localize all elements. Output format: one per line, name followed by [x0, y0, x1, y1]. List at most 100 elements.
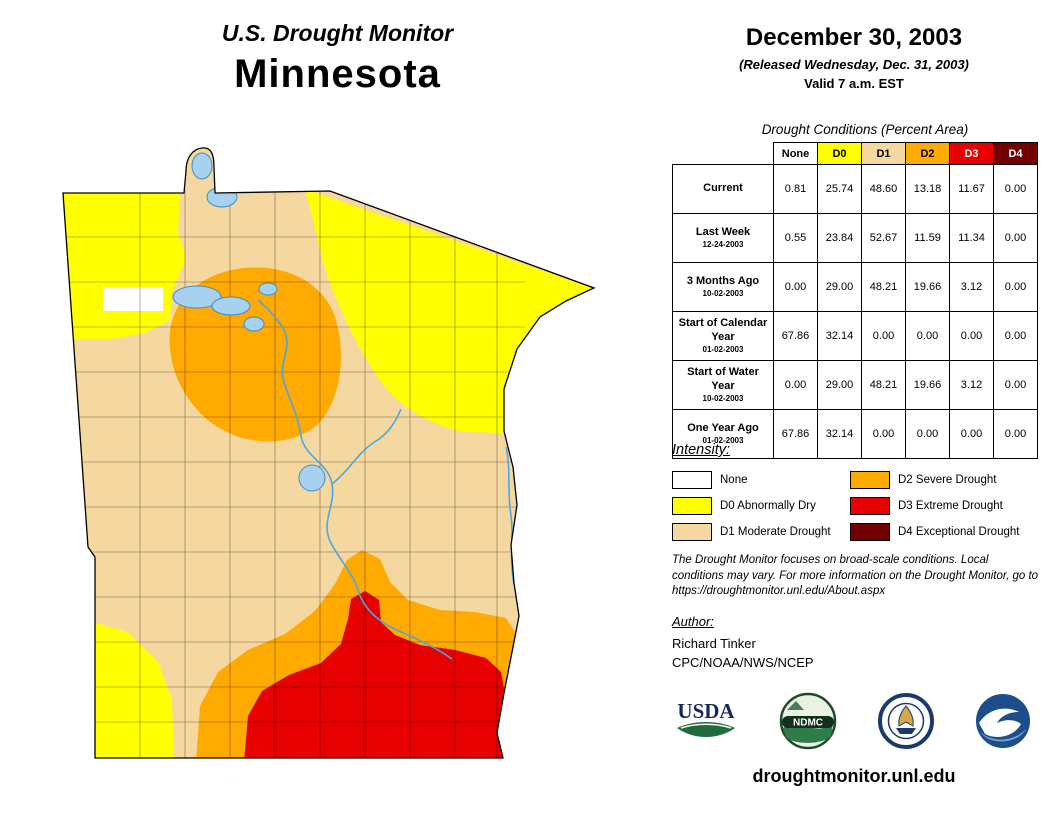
- lower-red-lake: [211, 296, 251, 316]
- row-label-text: 3 Months Ago: [686, 274, 760, 287]
- cell-value: 0.00: [905, 311, 950, 361]
- cell-value: 3.12: [949, 262, 994, 312]
- author-block: Author: Richard Tinker CPC/NOAA/NWS/NCEP: [672, 614, 814, 670]
- cell-value: 0.00: [773, 360, 818, 410]
- cell-value: 0.00: [949, 409, 994, 459]
- legend-label: D2 Severe Drought: [898, 474, 997, 486]
- cell-value: 29.00: [817, 360, 862, 410]
- usda-logo: USDA: [677, 699, 735, 737]
- cell-value: 0.00: [993, 164, 1038, 214]
- author-org: CPC/NOAA/NWS/NCEP: [672, 655, 814, 670]
- ndmc-logo-text: NDMC: [793, 718, 823, 729]
- row-label: One Year Ago 01-02-2003: [672, 409, 774, 459]
- legend-item-d0: D0 Abnormally Dry: [672, 493, 850, 519]
- table-title: Drought Conditions (Percent Area): [761, 122, 969, 137]
- d0-region-northwest: [63, 188, 186, 339]
- row-label-date: 12-24-2003: [702, 240, 744, 250]
- d4-swatch: [850, 523, 890, 541]
- map-fill-layers: [63, 147, 594, 758]
- d3-swatch: [850, 497, 890, 515]
- legend-label: D4 Exceptional Drought: [898, 526, 1020, 538]
- usda-logo-text: USDA: [677, 699, 735, 723]
- row-label-text: One Year Ago: [687, 421, 759, 434]
- table-row: Start of Calendar Year 01-02-2003 67.86 3…: [672, 311, 1038, 361]
- release-date: (Released Wednesday, Dec. 31, 2003): [739, 57, 969, 72]
- mille-lacs-lake: [298, 464, 326, 492]
- none-region: [103, 287, 163, 311]
- row-label: Last Week 12-24-2003: [672, 213, 774, 263]
- cell-value: 0.00: [949, 311, 994, 361]
- table-row: Start of Water Year 10-02-2003 0.00 29.00…: [672, 360, 1038, 410]
- lake-of-the-woods: [191, 152, 213, 180]
- cell-value: 0.00: [861, 409, 906, 459]
- agency-logos: USDA NDMC: [672, 690, 1032, 752]
- row-label-date: 01-02-2003: [702, 345, 744, 355]
- cell-value: 29.00: [817, 262, 862, 312]
- valid-time: Valid 7 a.m. EST: [804, 76, 904, 91]
- cell-value: 25.74: [817, 164, 862, 214]
- col-header-d0: D0: [817, 142, 862, 165]
- table-corner-cell: [673, 143, 774, 165]
- row-label-date: 10-02-2003: [702, 289, 744, 299]
- table-row: 3 Months Ago 10-02-2003 0.00 29.00 48.21 …: [672, 262, 1038, 312]
- report-date: December 30, 2003: [745, 24, 963, 51]
- legend-label: None: [720, 474, 748, 486]
- cell-value: 0.00: [861, 311, 906, 361]
- upper-red-lake: [172, 285, 222, 309]
- cell-value: 23.84: [817, 213, 862, 263]
- cell-value: 11.67: [949, 164, 994, 214]
- d2-region-northcentral: [169, 267, 341, 442]
- cell-value: 48.21: [861, 262, 906, 312]
- table-row: One Year Ago 01-02-2003 67.86 32.14 0.00 …: [672, 409, 1038, 459]
- row-label: Current: [672, 164, 774, 214]
- cell-value: 0.00: [773, 262, 818, 312]
- drought-conditions-table: None D0 D1 D2 D3 D4 Current 0.81 25.74 4…: [672, 142, 1038, 459]
- col-header-d2: D2: [905, 142, 950, 165]
- cell-value: 0.00: [905, 409, 950, 459]
- d0-swatch: [672, 497, 712, 515]
- cell-value: 11.59: [905, 213, 950, 263]
- commerce-seal-logo: [877, 693, 934, 749]
- row-label-text: Last Week: [695, 225, 751, 238]
- row-label-date: 10-02-2003: [702, 394, 744, 404]
- author-name: Richard Tinker: [672, 636, 756, 651]
- row-label-date: 01-02-2003: [702, 436, 744, 446]
- none-swatch: [672, 471, 712, 489]
- row-label: Start of Calendar Year 01-02-2003: [672, 311, 774, 361]
- state-title: Minnesota: [234, 52, 441, 96]
- cell-value: 67.86: [773, 409, 818, 459]
- noaa-logo: [975, 694, 1030, 748]
- d2-swatch: [850, 471, 890, 489]
- legend-item-d3: D3 Extreme Drought: [850, 493, 1040, 519]
- state-outline: [62, 147, 596, 759]
- legend-item-d4: D4 Exceptional Drought: [850, 519, 1040, 545]
- row-label-text: Start of Water Year: [687, 365, 759, 392]
- col-header-d4: D4: [993, 142, 1038, 165]
- legend-title: Intensity:: [672, 442, 731, 458]
- cell-value: 0.00: [993, 311, 1038, 361]
- cell-value: 13.18: [905, 164, 950, 214]
- row-label-text: Start of Calendar Year: [678, 316, 768, 343]
- cell-value: 0.00: [993, 213, 1038, 263]
- d3-region-southeast: [244, 591, 506, 758]
- lake-of-the-woods-south: [206, 186, 238, 208]
- cell-value: 0.00: [993, 360, 1038, 410]
- leech-lake: [243, 316, 265, 332]
- cell-value: 0.81: [773, 164, 818, 214]
- row-label: 3 Months Ago 10-02-2003: [672, 262, 774, 312]
- row-label: Start of Water Year 10-02-2003: [672, 360, 774, 410]
- ndmc-logo: NDMC: [780, 692, 837, 750]
- legend-item-d1: D1 Moderate Drought: [672, 519, 850, 545]
- legend-label: D0 Abnormally Dry: [720, 500, 816, 512]
- table-row: Current 0.81 25.74 48.60 13.18 11.67 0.0…: [672, 164, 1038, 214]
- lake-winnibigoshish: [258, 282, 278, 296]
- cell-value: 3.12: [949, 360, 994, 410]
- cell-value: 0.00: [993, 409, 1038, 459]
- legend-grid: None D0 Abnormally Dry D1 Moderate Droug…: [672, 467, 1040, 545]
- cell-value: 48.21: [861, 360, 906, 410]
- legend-item-d2: D2 Severe Drought: [850, 467, 1040, 493]
- col-header-none: None: [773, 142, 818, 165]
- cell-value: 52.67: [861, 213, 906, 263]
- author-heading: Author:: [672, 614, 714, 629]
- cell-value: 48.60: [861, 164, 906, 214]
